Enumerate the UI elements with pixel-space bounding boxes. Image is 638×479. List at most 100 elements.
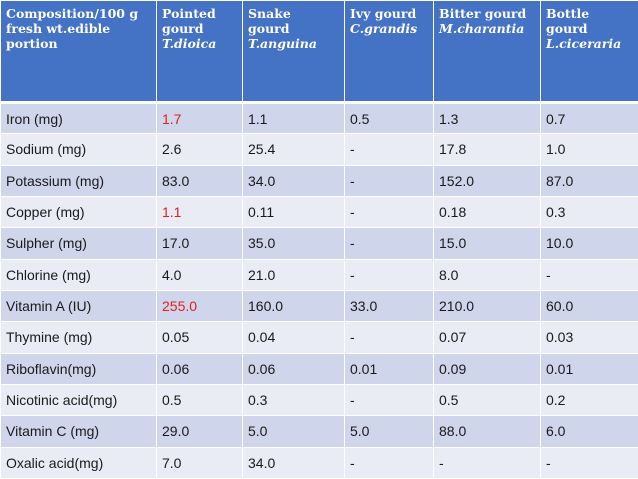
table-cell: 6.0	[540, 415, 638, 448]
header-scientific-name: T.anguina	[248, 36, 317, 51]
table-cell: 0.11	[242, 195, 345, 229]
header-scientific-name: M.charantia	[439, 21, 525, 36]
table-cell: 88.0	[433, 415, 541, 448]
row-label: Nicotinic acid(mg)	[0, 383, 157, 417]
table-cell: 0.5	[156, 383, 243, 417]
table-row: Oxalic acid(mg) 7.0 34.0- - -	[0, 446, 638, 479]
header-common-name: Pointed	[162, 6, 216, 21]
header-common-name: Bitter gourd	[439, 6, 527, 21]
table-row: Vitamin C (mg) 29.0 5.0 5.0 88.0 6.0	[0, 415, 638, 448]
table-cell: 0.01	[540, 352, 638, 385]
table-cell: 87.0	[540, 164, 638, 197]
table-cell: 0.06	[242, 352, 345, 385]
table-row: Potassium (mg) 83.0 34.0-152.0 87.0	[0, 164, 638, 197]
table-cell: 33.0	[344, 289, 434, 323]
table-row: Riboflavin(mg) 0.06 0.06 0.01 0.09 0.01	[0, 352, 638, 385]
table-cell: 7.0	[156, 446, 243, 479]
row-label: Oxalic acid(mg)	[0, 446, 157, 479]
table-cell: -	[540, 258, 638, 291]
table-cell: -	[344, 321, 434, 354]
header-common-name: Bottle	[546, 6, 590, 21]
table-cell: 5.0	[344, 415, 434, 448]
row-label: Vitamin A (IU)	[0, 289, 157, 323]
header-composition-line: Composition/100 g	[6, 6, 139, 21]
row-label: Vitamin C (mg)	[0, 415, 157, 448]
table-cell: 2.6	[156, 133, 243, 166]
table-cell: 0.05	[156, 321, 243, 354]
table-cell: 15.0	[433, 227, 541, 260]
row-label: Sodium (mg)	[0, 133, 157, 166]
table-cell: 4.0	[156, 258, 243, 291]
header-ivy-gourd: Ivy gourd C.grandis	[344, 0, 434, 104]
table-cell: 0.07	[433, 321, 541, 354]
table-cell: 0.3	[540, 195, 638, 229]
table-cell: 34.0	[242, 164, 345, 197]
row-label: Iron (mg)	[0, 101, 157, 135]
header-composition-line: portion	[6, 36, 58, 51]
table-row: Iron (mg) 1.7 1.1 0.5 1.3 0.7	[0, 101, 638, 135]
table-row: Chlorine (mg) 4.0 21.0-8.0-	[0, 258, 638, 291]
header-bitter-gourd: Bitter gourd M.charantia	[433, 0, 541, 104]
row-label: Chlorine (mg)	[0, 258, 157, 291]
table-cell: 25.4	[242, 133, 345, 166]
row-label: Thymine (mg)	[0, 321, 157, 354]
table-cell: 0.09	[433, 352, 541, 385]
header-composition: Composition/100 g fresh wt.edible portio…	[0, 0, 157, 104]
table-cell: 21.0	[242, 258, 345, 291]
table-cell: -	[344, 195, 434, 229]
table-header: Composition/100 g fresh wt.edible portio…	[0, 0, 638, 104]
row-label: Potassium (mg)	[0, 164, 157, 197]
row-label: Copper (mg)	[0, 195, 157, 229]
table-cell: 0.04	[242, 321, 345, 354]
table-cell: 60.0	[540, 289, 638, 323]
table-cell: -	[540, 446, 638, 479]
table-cell: -	[433, 446, 541, 479]
table-cell: 34.0	[242, 446, 345, 479]
row-label: Riboflavin(mg)	[0, 352, 157, 385]
header-bottle-gourd: Bottle gourd L.ciceraria	[540, 0, 638, 104]
table-row: Sulpher (mg) 17.0 35.0-15.0 10.0	[0, 227, 638, 260]
table-cell: 10.0	[540, 227, 638, 260]
table-cell: 210.0	[433, 289, 541, 323]
table-cell: 0.5	[433, 383, 541, 417]
table-cell: -	[344, 227, 434, 260]
table-cell: 1.1	[242, 101, 345, 135]
header-common-name: gourd	[546, 21, 588, 36]
header-common-name: Snake	[248, 6, 291, 21]
header-scientific-name: C.grandis	[350, 21, 418, 36]
table-cell: 0.7	[540, 101, 638, 135]
table-cell: 17.0	[156, 227, 243, 260]
table-cell: 0.03	[540, 321, 638, 354]
header-common-name: Ivy gourd	[350, 6, 417, 21]
table-row: Vitamin A (IU) 255.0 160.0 33.0 210.0 60.0	[0, 289, 638, 323]
header-scientific-name: L.ciceraria	[546, 36, 622, 51]
table-cell: 160.0	[242, 289, 345, 323]
table-cell: 35.0	[242, 227, 345, 260]
table-cell: -	[344, 164, 434, 197]
table-cell: 152.0	[433, 164, 541, 197]
header-scientific-name: T.dioica	[162, 36, 217, 51]
table-cell: 83.0	[156, 164, 243, 197]
table-cell: 29.0	[156, 415, 243, 448]
table-cell: -	[344, 258, 434, 291]
table-cell: 0.5	[344, 101, 434, 135]
table-cell: 8.0	[433, 258, 541, 291]
table-cell: 0.2	[540, 383, 638, 417]
table-cell: 0.18	[433, 195, 541, 229]
table-row: Nicotinic acid(mg) 0.5 0.3-0.5 0.2	[0, 383, 638, 417]
table-cell: 1.0	[540, 133, 638, 166]
header-snake-gourd: Snake gourd T.anguina	[242, 0, 345, 104]
table-cell: -	[344, 446, 434, 479]
table-cell: 0.01	[344, 352, 434, 385]
table-row: Sodium (mg) 2.6 25.4-17.8 1.0	[0, 133, 638, 166]
table-cell: -	[344, 383, 434, 417]
table-row: Copper (mg) 1.1 0.11-0.18 0.3	[0, 195, 638, 229]
table-cell: -	[344, 133, 434, 166]
table-cell: 0.3	[242, 383, 345, 417]
table-row: Thymine (mg) 0.05 0.04-0.07 0.03	[0, 321, 638, 354]
table-cell: 0.06	[156, 352, 243, 385]
table-cell: 17.8	[433, 133, 541, 166]
header-common-name: gourd	[162, 21, 204, 36]
table-cell: 1.3	[433, 101, 541, 135]
